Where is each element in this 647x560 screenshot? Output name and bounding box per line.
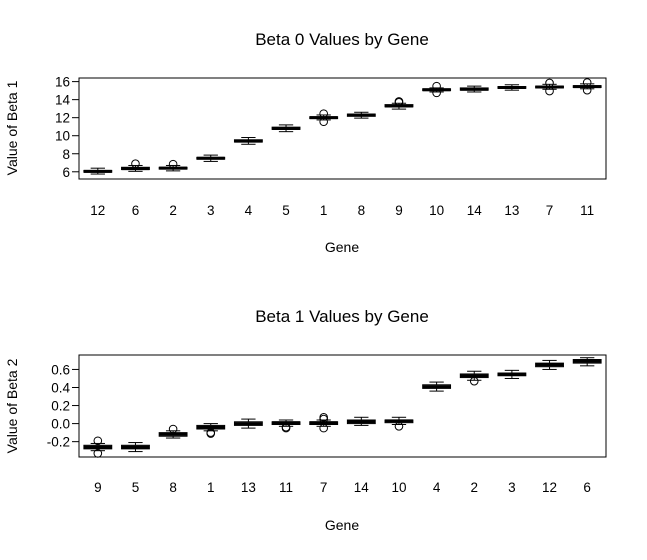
beta1-y-tick-label: 0.6 <box>51 362 70 377</box>
beta0-plot-frame <box>78 77 607 180</box>
beta1-box-gene-8 <box>158 424 188 439</box>
beta0-x-tick-label: 13 <box>504 203 519 218</box>
beta1-x-tick-label: 9 <box>94 480 102 495</box>
beta1-box-gene-12 <box>535 359 564 370</box>
outlier-point <box>582 78 592 87</box>
beta0-y-tick-label: 14 <box>55 93 71 108</box>
beta0-y-axis-label: Value of Beta 1 <box>4 80 20 175</box>
beta1-box-gene-3 <box>497 369 527 379</box>
beta1-x-tick-label: 13 <box>241 480 256 495</box>
beta1-x-tick-label: 11 <box>279 480 293 495</box>
beta1-box-gene-10 <box>384 416 414 431</box>
outlier-point <box>168 424 178 434</box>
beta0-panel: Beta 0 Values by Gene Gene Value of Beta… <box>4 30 607 255</box>
outlier-point <box>93 436 103 446</box>
beta0-y-tick-label: 12 <box>55 111 70 126</box>
beta0-x-tick-label: 4 <box>245 203 253 218</box>
beta1-x-tick-label: 2 <box>470 480 478 495</box>
beta1-x-tick-label: 1 <box>207 480 215 495</box>
beta0-box-gene-9 <box>384 97 414 110</box>
beta0-box-gene-6 <box>121 159 150 172</box>
beta0-x-tick-label: 8 <box>358 203 366 218</box>
beta1-x-tick-label: 3 <box>508 480 516 495</box>
outlier-point <box>206 429 216 438</box>
outlier-point <box>319 412 328 422</box>
beta1-box-gene-6 <box>572 357 602 367</box>
beta0-x-tick-label: 12 <box>90 203 105 218</box>
beta1-panel: Beta 1 Values by Gene Gene Value of Beta… <box>4 307 607 533</box>
beta0-x-tick-label: 14 <box>467 203 483 218</box>
beta0-x-tick-label: 10 <box>429 203 444 218</box>
beta0-box-gene-4 <box>233 137 263 145</box>
beta0-x-tick-label: 2 <box>169 203 177 218</box>
beta1-box-gene-13 <box>233 418 263 429</box>
beta1-x-tick-label: 7 <box>320 480 328 495</box>
outlier-point <box>432 88 441 98</box>
beta0-plot-area: 6 8 10 12 14 16 12 6 2 3 4 5 1 8 9 10 14 13 7 11 <box>55 75 607 218</box>
beta1-box-gene-1 <box>196 423 226 438</box>
beta0-y-tick-label: 16 <box>55 75 70 90</box>
beta0-box-gene-14 <box>459 85 489 93</box>
beta1-x-tick-label: 10 <box>391 480 406 495</box>
beta0-x-tick-label: 11 <box>580 203 594 218</box>
outlier-point <box>93 449 103 458</box>
beta1-box-gene-4 <box>422 381 452 392</box>
beta0-box-gene-2 <box>158 159 188 172</box>
beta0-chart-title: Beta 0 Values by Gene <box>255 30 429 49</box>
beta0-box-gene-13 <box>497 84 527 91</box>
outlier-point <box>281 423 291 433</box>
beta1-y-axis-label: Value of Beta 2 <box>4 358 20 453</box>
outlier-point <box>319 117 328 127</box>
outlier-point <box>131 159 140 168</box>
outlier-point <box>168 159 178 169</box>
beta0-y-tick-label: 10 <box>55 129 70 144</box>
beta0-x-tick-label: 9 <box>395 203 403 218</box>
beta1-box-gene-7 <box>309 412 339 433</box>
beta1-y-tick-label: -0.2 <box>47 435 70 450</box>
beta1-x-tick-label: 14 <box>354 480 370 495</box>
beta1-box-gene-14 <box>346 416 376 426</box>
beta1-box-gene-5 <box>121 442 150 453</box>
beta1-chart-title: Beta 1 Values by Gene <box>255 307 429 326</box>
beta1-x-tick-label: 5 <box>132 480 140 495</box>
beta1-x-axis-label: Gene <box>325 517 359 533</box>
beta0-box-gene-12 <box>83 167 113 175</box>
beta0-box-gene-5 <box>271 124 301 133</box>
beta0-box-gene-3 <box>196 154 226 162</box>
beta0-x-tick-label: 3 <box>207 203 215 218</box>
outlier-point <box>545 86 554 96</box>
outlier-point <box>432 81 441 91</box>
outlier-point <box>394 422 404 431</box>
beta1-x-tick-label: 8 <box>169 480 177 495</box>
beta0-box-gene-1 <box>309 109 339 127</box>
beta1-box-gene-2 <box>459 370 489 386</box>
beta0-box-gene-7 <box>535 78 564 96</box>
beta1-plot-area: -0.2 0.0 0.2 0.4 0.6 9 5 8 1 13 11 7 14 10 4 2 3 12 6 <box>47 354 607 495</box>
beta0-x-tick-label: 7 <box>546 203 554 218</box>
beta1-y-tick-label: 0.4 <box>51 380 70 395</box>
beta0-box-gene-10 <box>422 81 452 98</box>
beta0-x-tick-label: 1 <box>320 203 328 218</box>
outlier-point <box>469 376 479 386</box>
outlier-point <box>545 78 554 88</box>
beta0-y-tick-label: 8 <box>62 147 70 162</box>
outlier-point <box>319 423 328 433</box>
beta1-x-tick-label: 4 <box>433 480 441 495</box>
beta0-box-gene-11 <box>572 78 602 95</box>
beta1-y-tick-label: 0.0 <box>51 417 70 432</box>
beta1-x-tick-label: 12 <box>542 480 557 495</box>
beta1-box-gene-9 <box>83 436 113 458</box>
outlier-point <box>319 109 328 118</box>
beta0-box-gene-8 <box>346 111 376 119</box>
beta1-x-tick-label: 6 <box>583 480 591 495</box>
outlier-point <box>394 97 404 106</box>
beta1-y-tick-label: 0.2 <box>51 399 70 414</box>
beta0-x-axis-label: Gene <box>325 239 359 255</box>
beta1-box-gene-11 <box>271 419 301 433</box>
beta0-x-tick-label: 5 <box>282 203 290 218</box>
beta0-x-tick-label: 6 <box>132 203 140 218</box>
beta0-y-tick-label: 6 <box>62 165 70 180</box>
